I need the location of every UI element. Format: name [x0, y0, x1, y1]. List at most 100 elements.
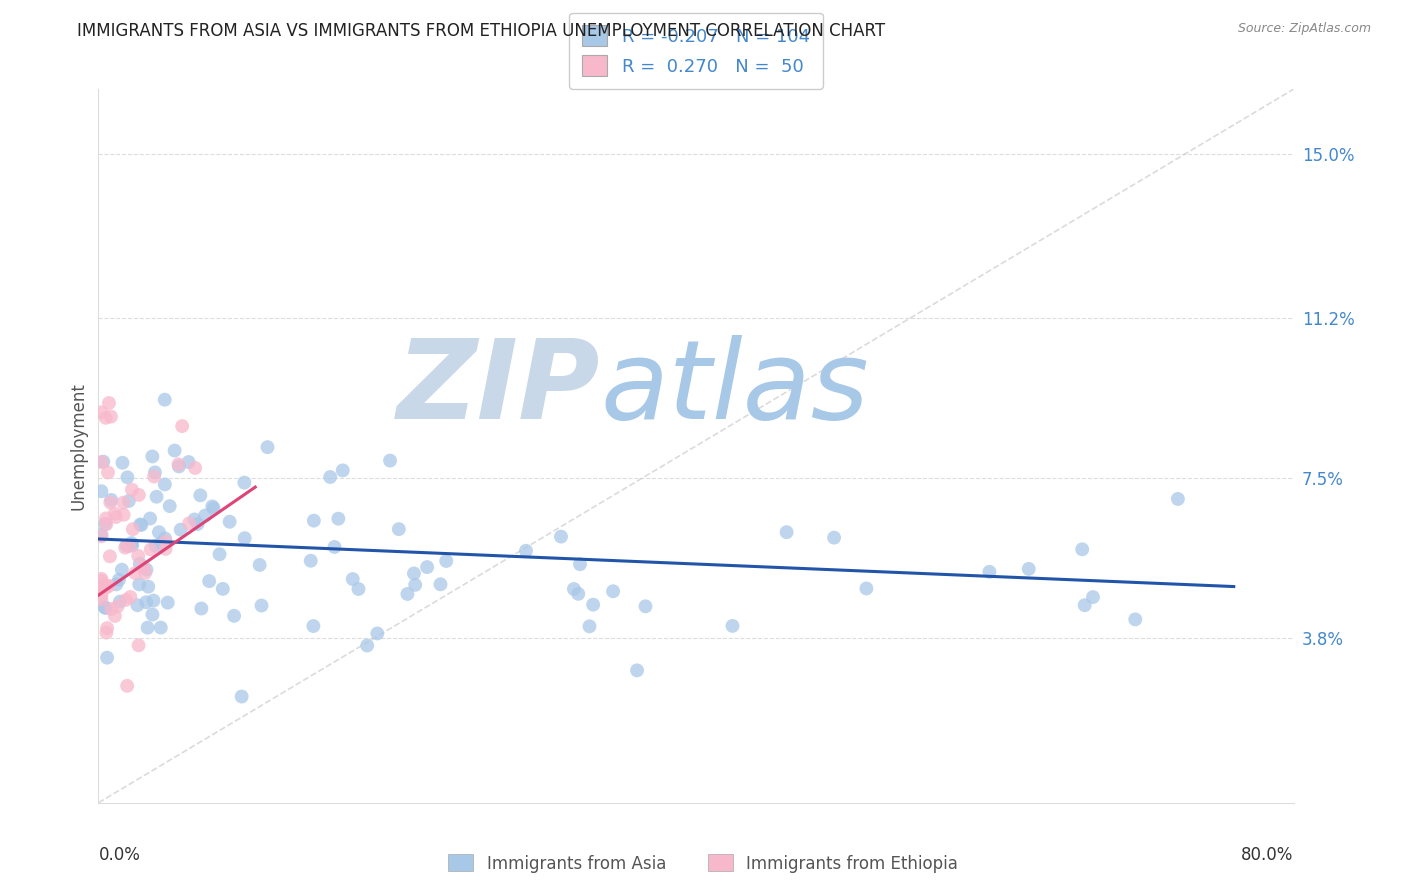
Legend: Immigrants from Asia, Immigrants from Ethiopia: Immigrants from Asia, Immigrants from Et… — [441, 847, 965, 880]
Point — [177, 455, 200, 469]
Point — [302, 619, 325, 633]
Point — [145, 539, 167, 553]
Point — [233, 475, 256, 490]
Point — [131, 517, 153, 532]
Point — [90, 574, 112, 588]
Point — [94, 516, 117, 531]
Point — [90, 484, 112, 499]
Point — [256, 440, 278, 454]
Point — [97, 466, 120, 480]
Point — [94, 578, 117, 592]
Point — [155, 534, 177, 549]
Point — [129, 517, 152, 532]
Point — [218, 515, 240, 529]
Point — [117, 470, 139, 484]
Point — [136, 580, 159, 594]
Point — [402, 566, 425, 581]
Point — [188, 488, 211, 502]
Legend: R = -0.207   N = 104, R =  0.270   N =  50: R = -0.207 N = 104, R = 0.270 N = 50 — [569, 12, 823, 88]
Point — [94, 601, 117, 615]
Point — [179, 516, 201, 531]
Point — [128, 577, 150, 591]
Point — [112, 496, 135, 510]
Point — [163, 443, 186, 458]
Point — [135, 595, 157, 609]
Point — [429, 577, 451, 591]
Point — [143, 469, 166, 483]
Text: IMMIGRANTS FROM ASIA VS IMMIGRANTS FROM ETHIOPIA UNEMPLOYMENT CORRELATION CHART: IMMIGRANTS FROM ASIA VS IMMIGRANTS FROM … — [77, 22, 886, 40]
Point — [115, 592, 138, 607]
Point — [142, 593, 165, 607]
Y-axis label: Unemployment: Unemployment — [69, 382, 87, 510]
Point — [104, 609, 127, 624]
Point — [136, 621, 159, 635]
Point — [366, 626, 388, 640]
Point — [112, 508, 135, 522]
Point — [134, 566, 156, 580]
Point — [1018, 562, 1040, 576]
Point — [249, 558, 271, 572]
Point — [96, 625, 118, 640]
Point — [186, 516, 208, 531]
Point — [148, 525, 170, 540]
Point — [582, 598, 605, 612]
Point — [233, 531, 256, 545]
Point — [128, 638, 150, 652]
Point — [356, 639, 378, 653]
Point — [141, 607, 163, 622]
Point — [396, 587, 419, 601]
Point — [250, 599, 273, 613]
Point — [1123, 612, 1146, 626]
Point — [111, 563, 134, 577]
Point — [149, 536, 172, 550]
Point — [118, 539, 141, 553]
Point — [108, 573, 131, 587]
Point — [578, 619, 600, 633]
Point — [121, 539, 143, 553]
Point — [159, 499, 181, 513]
Point — [135, 563, 157, 577]
Point — [94, 410, 117, 425]
Point — [190, 601, 212, 615]
Point — [145, 490, 167, 504]
Point — [323, 540, 346, 554]
Point — [342, 572, 364, 586]
Point — [121, 536, 143, 550]
Point — [184, 461, 207, 475]
Point — [155, 541, 177, 556]
Text: Source: ZipAtlas.com: Source: ZipAtlas.com — [1237, 22, 1371, 36]
Point — [167, 458, 190, 472]
Point — [114, 541, 136, 555]
Point — [515, 543, 537, 558]
Point — [153, 532, 176, 546]
Point — [90, 528, 112, 542]
Point — [139, 542, 162, 557]
Point — [202, 501, 225, 516]
Point — [90, 592, 112, 607]
Point — [124, 566, 146, 580]
Point — [90, 589, 112, 603]
Point — [1167, 491, 1189, 506]
Point — [416, 560, 439, 574]
Point — [775, 525, 797, 540]
Point — [128, 488, 150, 502]
Point — [139, 511, 162, 525]
Point — [96, 517, 118, 532]
Point — [90, 455, 112, 469]
Point — [1073, 598, 1095, 612]
Point — [90, 529, 112, 543]
Point — [208, 547, 231, 561]
Point — [121, 522, 143, 536]
Point — [567, 587, 589, 601]
Point — [328, 511, 350, 525]
Point — [434, 554, 457, 568]
Point — [97, 579, 120, 593]
Point — [90, 405, 112, 419]
Point — [120, 590, 142, 604]
Point — [105, 577, 128, 591]
Text: 0.0%: 0.0% — [98, 846, 141, 863]
Point — [98, 549, 121, 564]
Point — [108, 594, 131, 608]
Point — [121, 483, 143, 497]
Point — [100, 602, 122, 616]
